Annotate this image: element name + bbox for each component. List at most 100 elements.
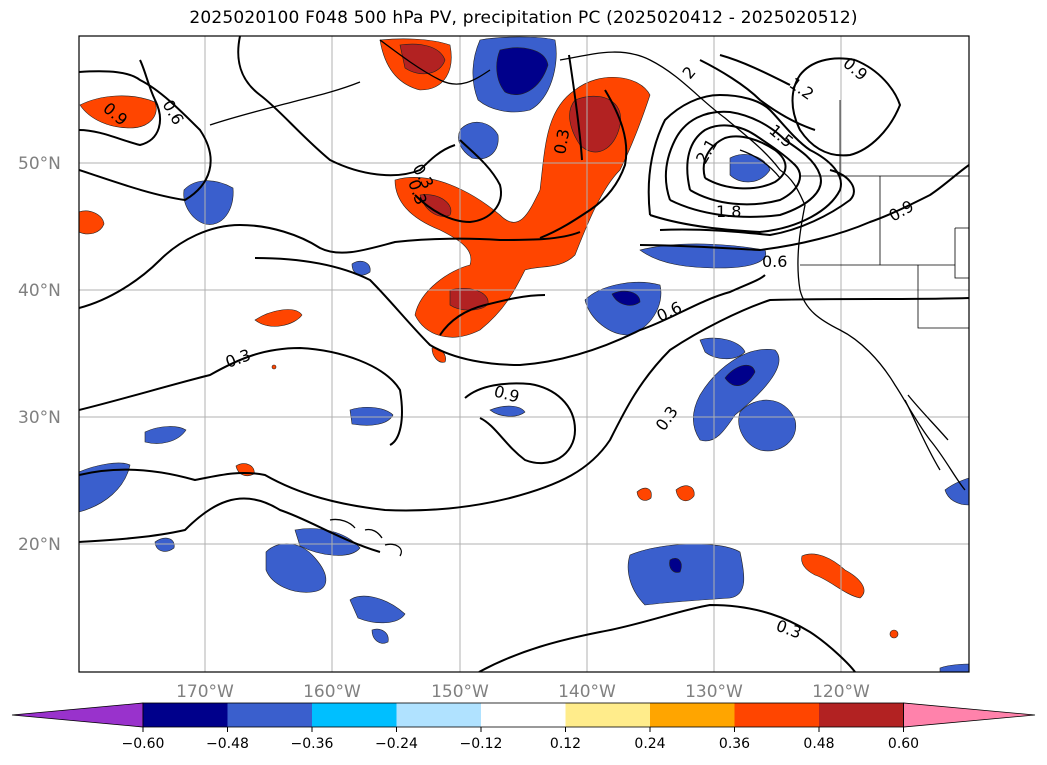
precip-positive-core <box>399 43 446 75</box>
longitude-labels: 170°W 160°W 150°W 140°W 130°W 120°W <box>176 682 870 702</box>
colorbar-swatch <box>312 703 397 727</box>
precip-negative-region <box>738 399 797 452</box>
precip-negative-core <box>724 364 756 386</box>
pv-contour-0.9 <box>659 169 855 237</box>
hawaii-islands <box>329 518 402 557</box>
precip-positive-region <box>254 309 303 327</box>
precip-negative-region <box>639 243 767 269</box>
colorbar-swatch <box>481 703 566 727</box>
colorbar-swatch <box>396 703 482 727</box>
precip-positive-dot <box>271 364 277 370</box>
precip-positive-dot <box>889 629 899 639</box>
precip-negative-region <box>154 537 175 552</box>
pv-contour-1.5 <box>664 110 822 218</box>
contour-label: 1.8 <box>716 202 741 221</box>
political-borders <box>800 100 969 329</box>
pv-contour-0.6 <box>79 59 161 147</box>
precip-negative-region <box>692 349 780 442</box>
vancouver-island <box>739 149 781 179</box>
colorbar-swatch <box>227 703 313 727</box>
precip-positive-region <box>636 487 652 501</box>
precip-positive-region <box>79 95 157 129</box>
state-borders <box>800 100 969 329</box>
lat-label: 40°N <box>18 281 61 301</box>
precip-negative-region <box>944 477 969 506</box>
graticule <box>79 36 969 672</box>
contour-label: 0.6 <box>762 252 787 271</box>
pv-contour-0.3 <box>237 36 456 177</box>
pv-contour-0.9 <box>791 57 902 157</box>
alaska-coast <box>379 39 491 85</box>
pv-contours <box>79 36 969 672</box>
pv-contour-1.5 <box>699 59 816 131</box>
pv-contour-1.8 <box>686 124 801 206</box>
colorbar-frame <box>142 702 904 728</box>
colorbar-swatch <box>734 703 820 727</box>
pv-contour-0.3 <box>478 603 856 672</box>
pv-contour-1.2 <box>719 54 791 86</box>
lat-label: 30°N <box>18 408 61 428</box>
pv-contour-2.1 <box>702 135 787 190</box>
colorbar-extend-min <box>11 702 144 728</box>
pv-contour-0.9 <box>568 54 583 161</box>
colorbar-tick-label: −0.36 <box>291 736 334 752</box>
precip-negative-region <box>294 528 361 556</box>
plot-frame <box>78 35 970 673</box>
precip-fill-layer <box>79 36 969 672</box>
plot-area: 0.6 0.9 0.3 0.3 0.3 0.3 0.6 0.6 0.9 0.3 … <box>79 36 969 672</box>
pv-contour-0.9 <box>464 382 577 465</box>
baja-california <box>904 399 941 471</box>
pv-contour-0.6 <box>539 89 628 239</box>
precip-negative-region <box>144 426 187 444</box>
precip-positive-core <box>569 95 621 153</box>
pv-contour-0.9 <box>439 294 546 336</box>
precip-negative-region <box>627 543 745 606</box>
colorbar-tick-label: 0.36 <box>719 736 750 752</box>
precip-negative-region <box>349 406 394 426</box>
pv-contour-0.3 <box>79 297 969 512</box>
colorbar-swatch <box>143 703 228 727</box>
precip-negative-region <box>939 663 969 672</box>
lon-label: 160°W <box>303 682 361 702</box>
contour-label: 0.3 <box>550 127 573 155</box>
colorbar-swatch <box>819 703 904 727</box>
precip-negative-region <box>729 154 771 183</box>
colorbar-extend-max <box>903 702 1036 728</box>
coastlines <box>209 39 966 557</box>
lon-label: 170°W <box>176 682 234 702</box>
precip-positive-region <box>801 553 865 599</box>
precip-negative-region <box>699 337 746 360</box>
colorbar-tick-label: −0.24 <box>375 736 418 752</box>
pv-contour-0.3 <box>79 497 381 553</box>
pv-contour-0.6 <box>639 164 969 252</box>
precip-negative-region <box>79 462 131 513</box>
gulf-of-california <box>907 394 949 441</box>
lat-label: 20°N <box>18 535 61 555</box>
precip-positive-region <box>675 485 695 502</box>
pv-contour-0.3 <box>79 346 403 446</box>
precip-negative-region <box>584 282 662 336</box>
lon-label: 120°W <box>812 682 870 702</box>
lat-label: 50°N <box>18 154 61 174</box>
colorbar-tick-label: 0.60 <box>888 736 919 752</box>
aleutian-islands <box>209 81 361 126</box>
latitude-labels: 50°N 40°N 30°N 20°N <box>18 154 61 555</box>
colorbar-tick-label: −0.48 <box>206 736 249 752</box>
colorbar-tick-label: 0.24 <box>634 736 665 752</box>
precip-negative-region <box>351 260 371 276</box>
colorbar-swatch <box>565 703 651 727</box>
precip-negative-core <box>669 558 682 573</box>
precip-positive-region <box>79 210 105 235</box>
map-title: 2025020100 F048 500 hPa PV, precipitatio… <box>189 8 858 28</box>
pv-contour-1.2 <box>647 93 842 234</box>
colorbar-swatch <box>650 703 735 727</box>
precip-negative-region <box>371 628 389 644</box>
colorbar-tick-label: 0.48 <box>803 736 834 752</box>
pv-contour-0.3 <box>79 223 581 309</box>
lon-label: 130°W <box>685 682 743 702</box>
colorbar: −0.60 −0.48 −0.36 −0.24 −0.12 0.12 0.24 0.36 0.4… <box>11 702 1036 752</box>
precip-positive-core <box>419 194 452 217</box>
precip-negative-core <box>611 290 641 306</box>
precip-negative-region <box>349 595 406 624</box>
